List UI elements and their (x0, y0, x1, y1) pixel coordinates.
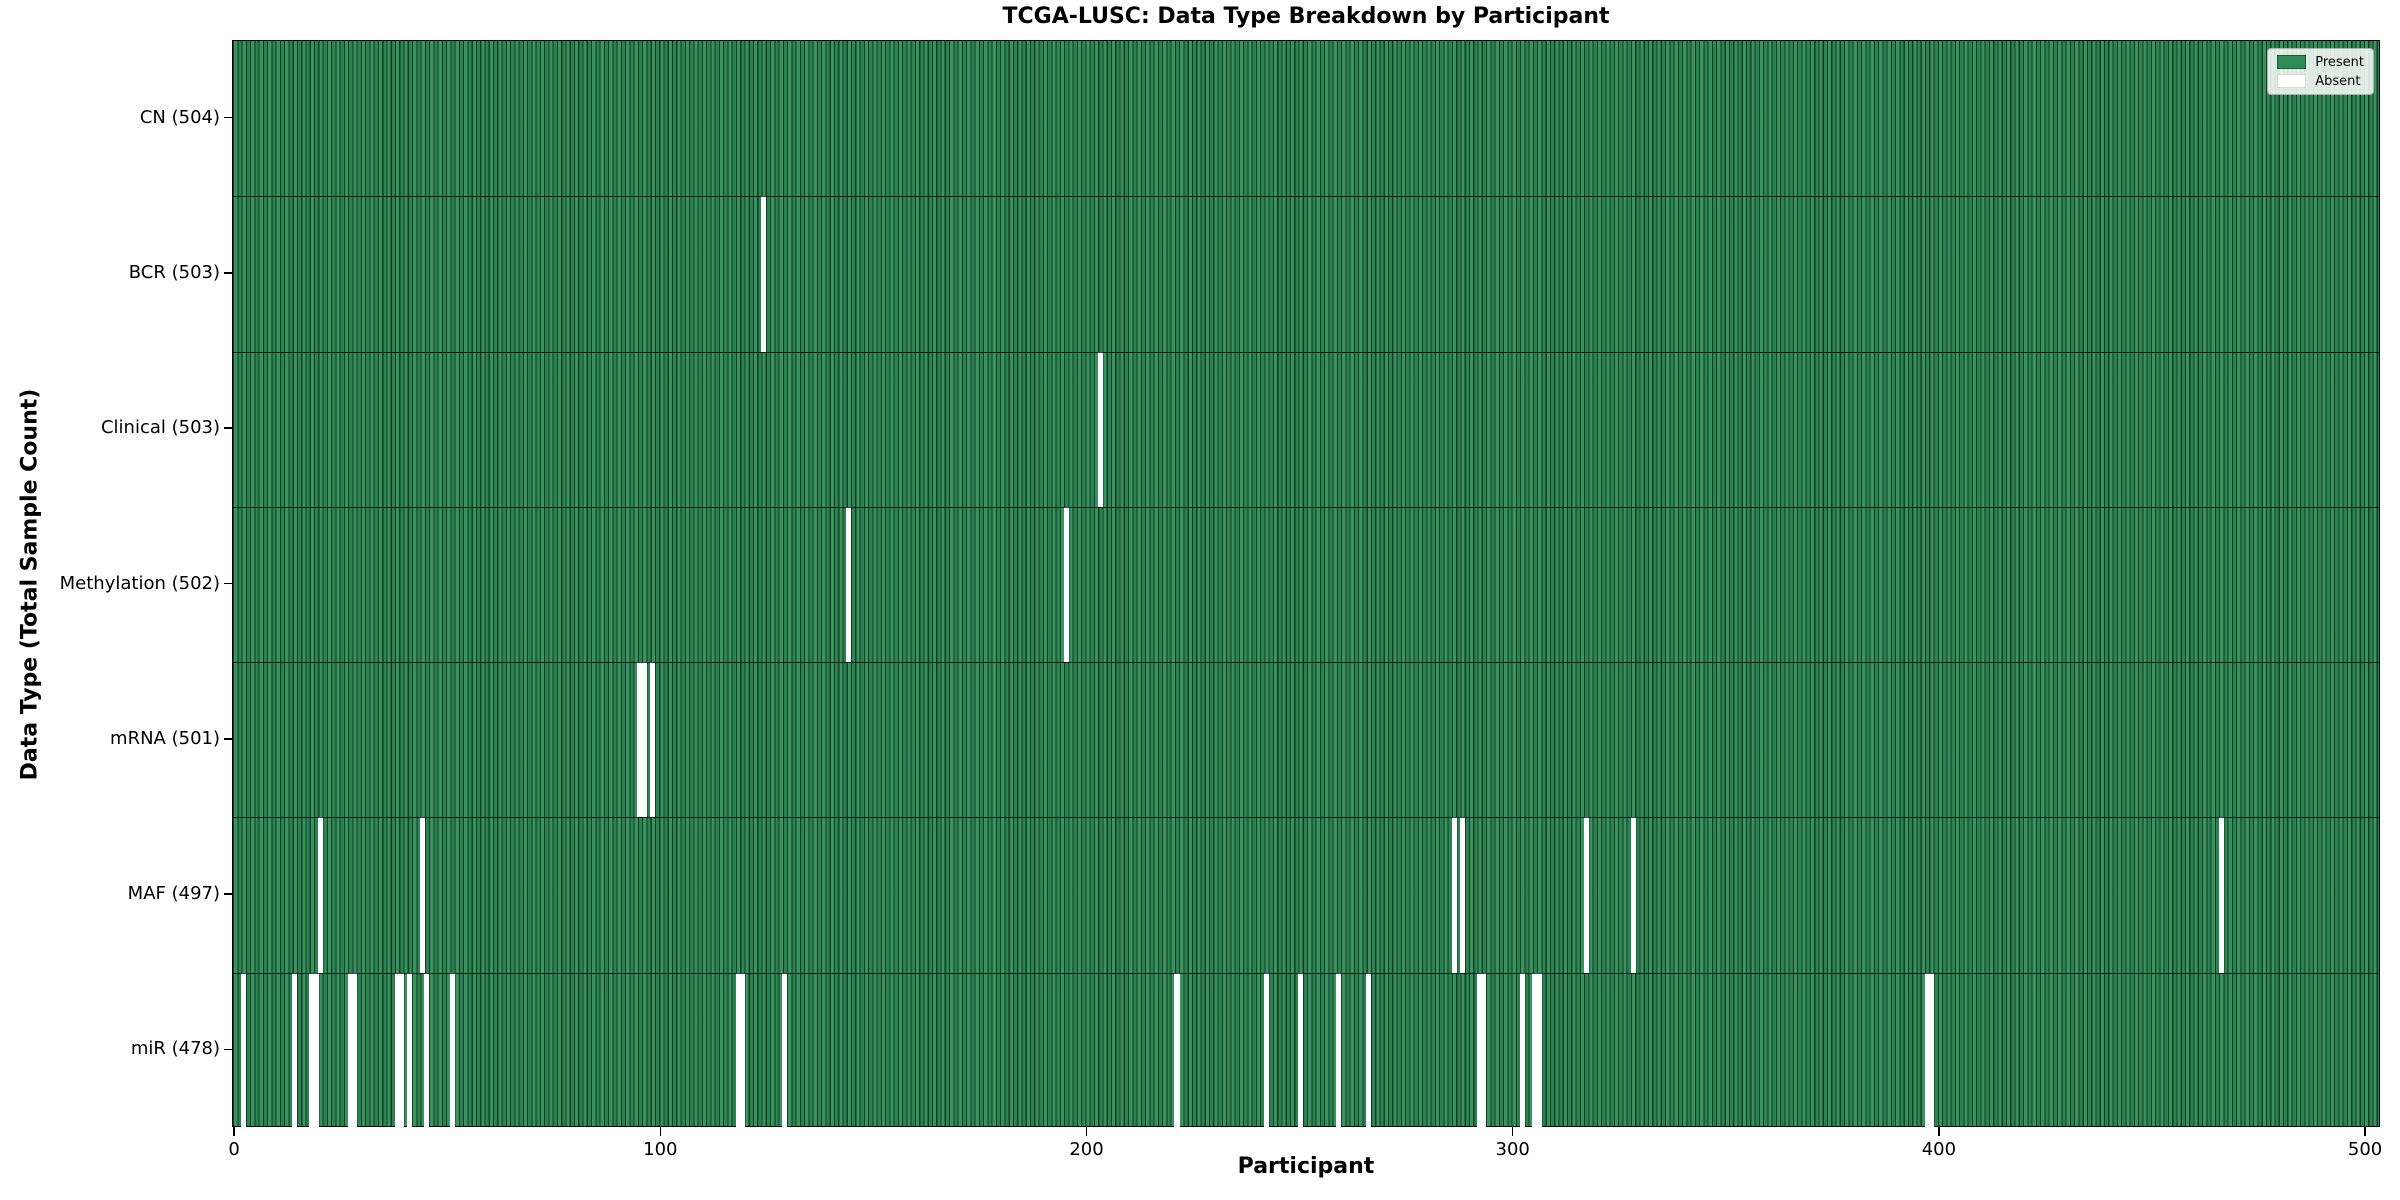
plot-area: Present Absent (232, 40, 2380, 1128)
absent-gap-mir-306 (1536, 972, 1542, 1128)
absent-gap-mir-250 (1298, 972, 1304, 1128)
chart-title: TCGA-LUSC: Data Type Breakdown by Partic… (1002, 4, 1610, 29)
absent-gap-mrna-95 (637, 662, 643, 818)
row-cn (233, 41, 2379, 196)
absent-gap-mrna-96 (641, 662, 647, 818)
absent-gap-mir-28 (351, 972, 357, 1128)
row-separator (233, 972, 2379, 974)
ytick-label-bcr: BCR (503) (128, 261, 220, 283)
absent-gap-mir-129 (782, 972, 788, 1128)
absent-gap-methylation-195 (1063, 506, 1069, 663)
ytick-label-mir: miR (478) (130, 1038, 220, 1060)
row-separator (233, 506, 2379, 508)
absent-gap-mir-27 (347, 972, 353, 1128)
xtick-mark-500 (2364, 1127, 2366, 1136)
xtick-label-500: 500 (2347, 1139, 2383, 1160)
absent-gap-mir-266 (1366, 972, 1372, 1128)
ytick-label-mrna: mRNA (501) (110, 727, 220, 749)
absent-gap-mir-41 (407, 972, 413, 1128)
xtick-label-400: 400 (1921, 1139, 1957, 1160)
absent-gap-mir-259 (1336, 972, 1342, 1128)
absent-gap-mir-2 (241, 972, 247, 1128)
absent-gap-bcr-124 (761, 196, 767, 352)
absent-gap-mir-19 (313, 972, 319, 1128)
xtick-label-0: 0 (228, 1139, 240, 1160)
absent-gap-maf-286 (1451, 817, 1457, 973)
absent-gap-mir-242 (1263, 972, 1270, 1128)
x-axis-label: Participant (1237, 1154, 1375, 1179)
ytick-mark-methylation (224, 582, 232, 585)
absent-gap-maf-20 (317, 817, 323, 973)
row-mrna (233, 662, 2379, 818)
ytick-label-cn: CN (504) (139, 106, 220, 128)
row-methylation (233, 506, 2379, 663)
absent-gap-mir-221 (1174, 972, 1180, 1128)
absent-gap-mir-45 (424, 972, 430, 1128)
legend-present-label: Present (2315, 54, 2364, 70)
present-swatch-icon (2277, 55, 2307, 69)
xtick-mark-200 (1085, 1127, 1088, 1136)
row-separator (233, 662, 2379, 664)
legend-item-absent: Absent (2277, 74, 2364, 88)
absent-gap-mir-51 (449, 972, 455, 1128)
absent-gap-mrna-98 (650, 662, 656, 818)
absent-gap-maf-288 (1460, 817, 1466, 973)
row-separator (233, 817, 2379, 819)
legend: Present Absent (2267, 48, 2374, 95)
absent-gap-maf-328 (1630, 817, 1636, 973)
ytick-mark-clinical (224, 427, 232, 429)
absent-gap-mir-302 (1519, 972, 1525, 1128)
absent-gap-mir-293 (1481, 972, 1487, 1128)
absent-gap-mir-118 (735, 972, 741, 1128)
ytick-mark-maf (224, 893, 232, 895)
absent-gap-mir-305 (1532, 972, 1538, 1128)
row-separator (233, 351, 2379, 353)
xtick-mark-100 (659, 1127, 662, 1136)
absent-gap-clinical-203 (1097, 351, 1103, 507)
absent-gap-mir-38 (394, 972, 400, 1128)
row-separator (233, 196, 2379, 198)
ytick-label-clinical: Clinical (503) (100, 417, 220, 439)
ytick-label-methylation: Methylation (502) (59, 572, 220, 594)
legend-absent-label: Absent (2315, 73, 2361, 89)
absent-gap-mir-14 (292, 972, 298, 1128)
legend-item-present: Present (2277, 55, 2364, 69)
absent-swatch-icon (2277, 74, 2307, 88)
row-mir (233, 972, 2379, 1128)
absent-gap-mir-119 (739, 972, 745, 1128)
absent-gap-maf-44 (420, 817, 426, 973)
xtick-mark-400 (1938, 1127, 1940, 1136)
absent-gap-maf-317 (1583, 817, 1589, 973)
ytick-mark-mrna (224, 737, 232, 740)
absent-gap-mir-397 (1924, 972, 1930, 1128)
row-maf (233, 817, 2379, 973)
absent-gap-maf-466 (2218, 817, 2224, 973)
absent-gap-mir-39 (398, 972, 404, 1128)
xtick-mark-0 (233, 1127, 235, 1136)
ytick-mark-mir (224, 1048, 232, 1051)
row-bcr (233, 196, 2379, 352)
ytick-mark-cn (224, 116, 232, 119)
xtick-label-100: 100 (643, 1139, 678, 1160)
ytick-label-maf: MAF (497) (127, 883, 220, 905)
xtick-label-200: 200 (1069, 1139, 1104, 1160)
absent-gap-mir-398 (1928, 972, 1934, 1128)
ytick-mark-bcr (224, 272, 232, 274)
xtick-mark-300 (1511, 1127, 1514, 1136)
absent-gap-methylation-144 (846, 506, 852, 663)
absent-gap-mir-18 (309, 972, 315, 1128)
absent-gap-mir-292 (1477, 972, 1483, 1128)
xtick-label-300: 300 (1495, 1139, 1530, 1160)
row-clinical (233, 351, 2379, 507)
